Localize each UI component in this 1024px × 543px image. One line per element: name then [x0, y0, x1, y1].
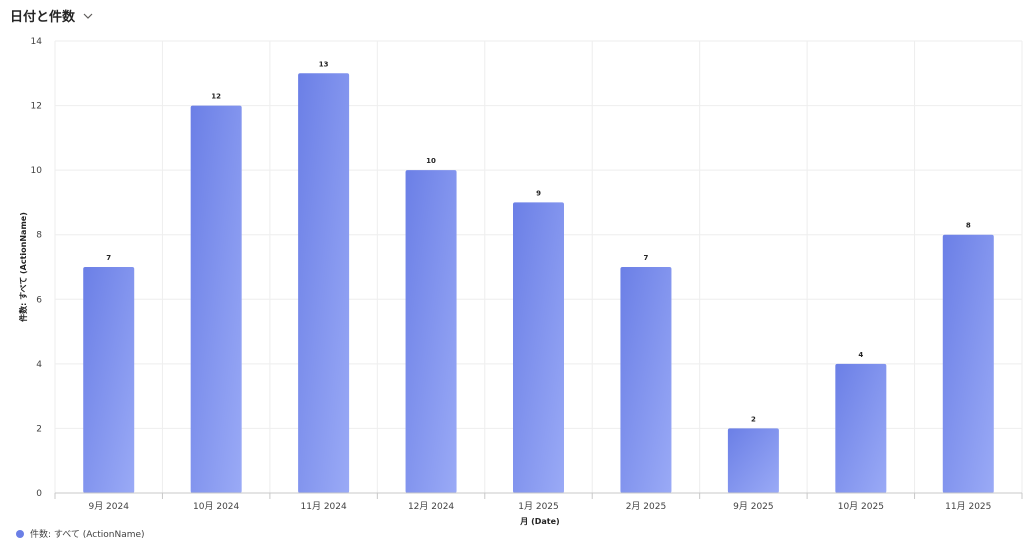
x-tick-label: 1月 2025	[518, 501, 559, 512]
x-tick-label: 11月 2024	[301, 501, 347, 512]
bars	[83, 73, 994, 494]
y-tick-label: 4	[36, 360, 42, 370]
y-tick-label: 6	[36, 295, 42, 305]
x-tick-label: 10月 2024	[193, 501, 239, 512]
bar[interactable]	[620, 267, 672, 493]
bar[interactable]	[835, 363, 887, 493]
y-tick-label: 8	[36, 231, 42, 241]
legend: 件数: すべて (ActionName)	[16, 527, 145, 540]
bar[interactable]	[405, 170, 457, 493]
bar[interactable]	[727, 428, 779, 493]
chevron-down-icon[interactable]	[81, 9, 95, 23]
x-tick-label: 2月 2025	[626, 501, 667, 512]
bar[interactable]	[513, 202, 564, 493]
visual-header[interactable]: 日付と件数	[10, 6, 95, 25]
bar-value-label: 12	[211, 93, 221, 101]
bar-value-label: 9	[536, 189, 541, 197]
y-tick-label: 0	[36, 489, 42, 499]
x-tick-label: 9月 2025	[733, 501, 774, 512]
y-tick-label: 14	[31, 37, 43, 47]
legend-label: 件数: すべて (ActionName)	[30, 530, 145, 540]
x-tick-label: 11月 2025	[945, 501, 991, 512]
x-axis-title: 月 (Date)	[519, 517, 559, 526]
x-tick-label: 10月 2025	[838, 501, 884, 512]
bar-value-label: 4	[858, 351, 863, 359]
bar-value-label: 10	[426, 157, 436, 165]
bar[interactable]	[83, 267, 135, 493]
x-axis: 9月 2024 10月 2024 11月 2024 12月 2024 1月 2025 2月…	[54, 492, 1023, 512]
legend-marker	[16, 529, 24, 538]
bar-value-label: 7	[106, 254, 111, 262]
y-tick-label: 10	[31, 166, 43, 176]
bar[interactable]	[190, 105, 242, 494]
x-tick-label: 9月 2024	[88, 501, 129, 512]
y-tick-label: 12	[31, 102, 42, 112]
bar-value-label: 8	[966, 222, 971, 230]
y-axis-title: 件数: すべて (ActionName)	[18, 212, 28, 322]
x-tick-label: 12月 2024	[408, 501, 454, 512]
data-labels: 7 12 13 10 9 7 2 4 8	[106, 60, 971, 423]
bar[interactable]	[298, 73, 350, 494]
chart-title: 日付と件数	[10, 10, 76, 25]
bar[interactable]	[942, 234, 994, 493]
bar-value-label: 2	[751, 415, 756, 423]
y-tick-label: 2	[36, 424, 42, 434]
bar-value-label: 13	[319, 60, 329, 68]
y-axis: 0 2 4 6 8 10 12 14	[31, 37, 43, 499]
bar-value-label: 7	[644, 254, 649, 262]
